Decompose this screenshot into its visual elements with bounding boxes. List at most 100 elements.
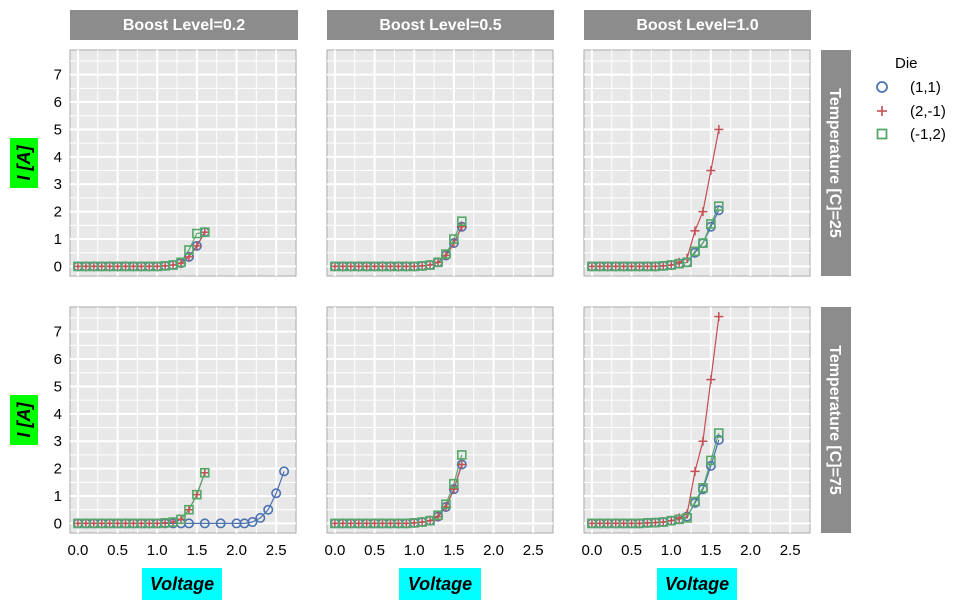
data-point-2-neg1 [401,261,411,271]
data-point-neg1-2 [457,216,467,227]
xlabel-3: Voltage [665,574,729,594]
data-point-2-neg1 [330,261,340,271]
data-point-neg1-2 [698,482,708,493]
panel-r1-c2-background [326,49,554,277]
data-point-2-neg1 [603,261,613,271]
legend-label-2-neg1: (2,-1) [910,103,946,120]
data-point-2-neg1 [346,261,356,271]
y-tick-label: 3 [54,433,62,450]
data-point-neg1-2 [706,219,716,229]
data-point-2-neg1 [393,518,403,528]
data-point-2-neg1 [200,227,210,237]
x-tick-label: 2.0 [740,542,761,559]
y-tick-label: 1 [54,231,62,248]
data-point-2-neg1 [425,516,435,526]
data-point-2-neg1 [73,261,83,271]
data-point-2-neg1 [650,261,660,271]
data-point-2-neg1 [642,518,652,528]
data-point-2-neg1 [362,518,372,528]
data-point-1neg1 [705,460,716,471]
data-point-2-neg1 [457,222,467,232]
row-strip-1-label: Temperature [C]=25 [826,88,843,238]
data-point-2-neg1 [690,226,700,236]
data-point-2-neg1 [417,261,427,271]
data-point-2-neg1 [619,261,629,271]
data-point-1neg1 [279,466,290,477]
data-point-2-neg1 [666,260,676,270]
data-point-neg1-2 [184,245,194,255]
x-tick-label: 0.0 [325,542,346,559]
panel-r2-c2 [326,306,554,534]
panel-r1-c3 [583,49,811,277]
data-point-2-neg1 [714,124,724,134]
data-point-neg1-2 [425,515,435,526]
data-point-1neg1 [271,488,282,499]
data-point-neg1-2 [192,489,202,500]
data-point-2-neg1 [121,518,131,528]
data-point-2-neg1 [698,207,708,217]
data-point-2-neg1 [176,514,186,524]
y-tick-label: 0 [54,258,62,275]
y-tick-label: 2 [54,204,62,221]
data-point-2-neg1 [128,261,138,271]
data-point-2-neg1 [81,261,91,271]
xlabel-3-bg [657,568,737,600]
y-tick-label: 5 [54,121,62,138]
col-strip-1-label: Boost Level=0.2 [123,17,245,34]
row-strips: Temperature [C]=25 Temperature [C]=75 [821,50,851,533]
data-point-2-neg1 [128,518,138,528]
data-point-2-neg1 [658,261,668,271]
y-tick-label: 6 [54,94,62,111]
y-axis-labels: I [A] I [A] [10,138,38,445]
panel-r1-c3-background [583,49,811,277]
data-point-2-neg1 [611,261,621,271]
data-point-2-neg1 [401,518,411,528]
data-point-2-neg1 [587,518,597,528]
data-point-neg1-2 [441,249,451,259]
x-tick-label: 0.5 [621,542,642,559]
data-point-1neg1 [247,517,258,528]
data-point-1neg1 [199,518,210,529]
data-point-2-neg1 [89,518,99,528]
data-point-neg1-2 [200,227,210,237]
data-point-2-neg1 [433,257,443,267]
row-strip-2-label: Temperature [C]=75 [826,345,843,495]
data-point-neg1-2 [706,455,716,466]
x-tick-label: 2.5 [780,542,801,559]
data-point-2-neg1 [136,518,146,528]
data-point-2-neg1 [706,166,716,176]
data-point-neg1-2 [433,510,443,520]
data-point-2-neg1 [144,261,154,271]
ylabel-1-bg [10,138,38,188]
ylabel-2-bg [10,395,38,445]
data-point-2-neg1 [378,261,388,271]
data-point-2-neg1 [714,312,724,322]
data-point-neg1-2 [184,504,194,515]
data-point-neg1-2 [200,467,210,478]
data-point-2-neg1 [706,375,716,385]
data-point-2-neg1 [698,436,708,446]
x-axis-labels: Voltage Voltage Voltage [142,568,737,600]
data-point-2-neg1 [168,260,178,270]
data-point-2-neg1 [595,261,605,271]
data-point-2-neg1 [160,261,170,271]
data-point-2-neg1 [192,241,202,251]
data-point-2-neg1 [113,261,123,271]
data-point-neg1-2 [176,514,186,525]
data-point-2-neg1 [97,518,107,528]
xlabel-1: Voltage [150,574,214,594]
data-point-2-neg1 [113,518,123,528]
data-point-2-neg1 [595,518,605,528]
y-tick-label: 4 [54,406,62,423]
panel-r2-c3 [583,306,811,534]
data-point-2-neg1 [635,518,645,528]
panel-r1-c2 [326,49,554,277]
data-point-1neg1 [255,512,266,523]
data-point-2-neg1 [152,261,162,271]
x-tick-label: 0.5 [107,542,128,559]
data-point-2-neg1 [346,518,356,528]
data-point-neg1-2 [457,450,467,460]
y-tick-label: 6 [54,351,62,368]
data-point-2-neg1 [105,518,115,528]
xlabel-2: Voltage [408,574,472,594]
